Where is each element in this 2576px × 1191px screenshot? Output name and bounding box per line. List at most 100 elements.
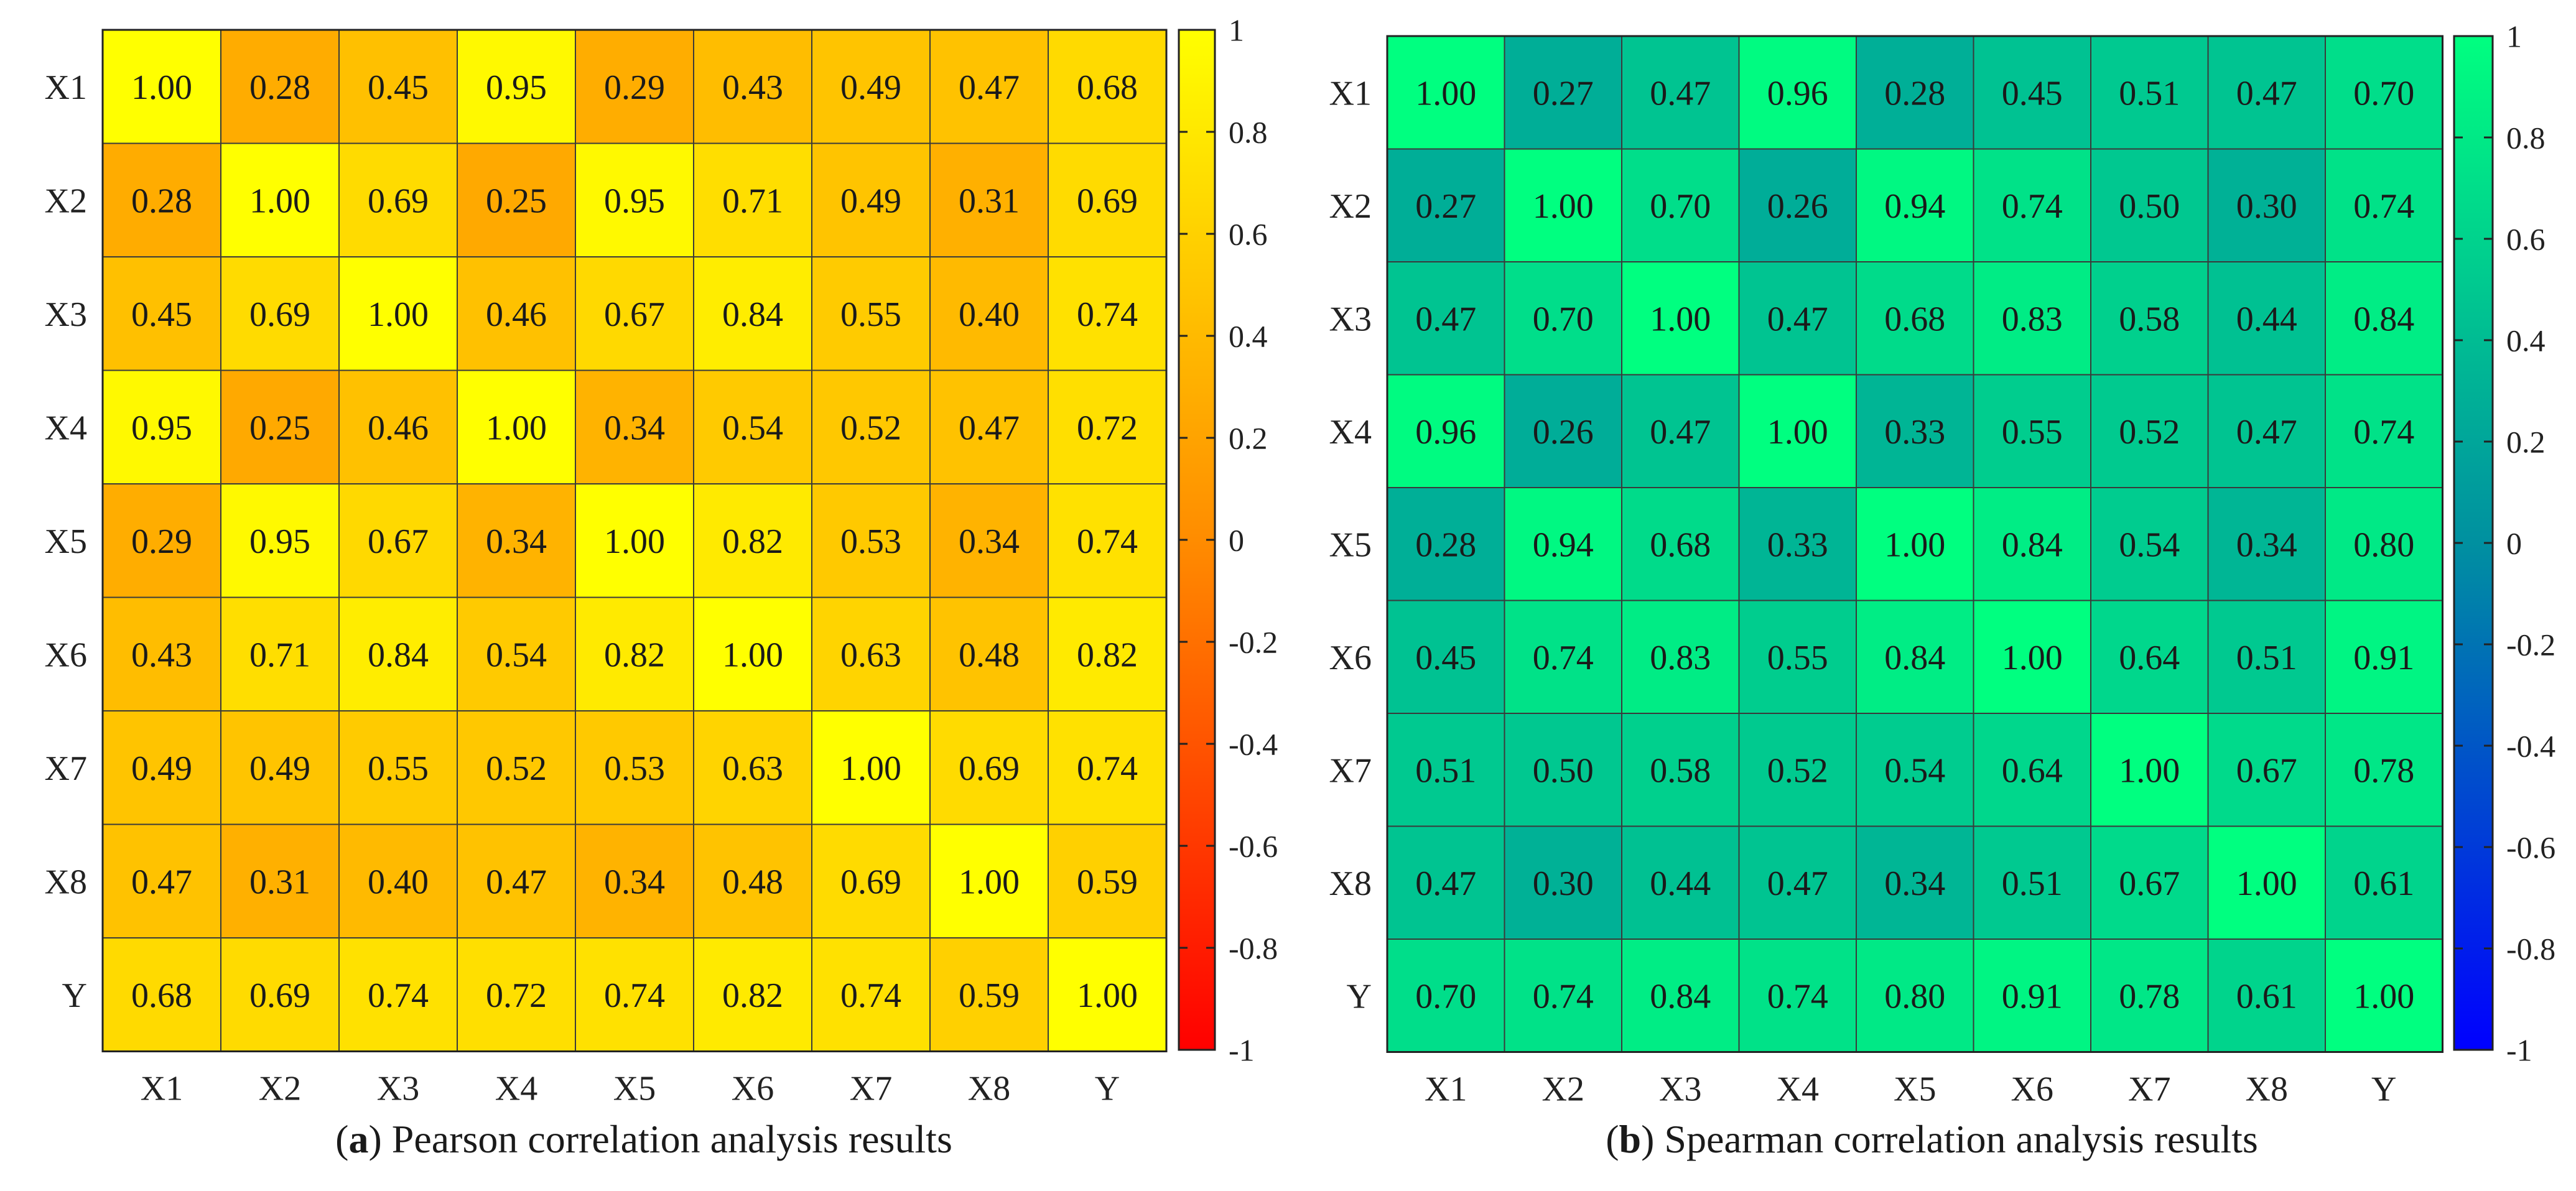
heatmap-cell (457, 142, 576, 257)
row-label: X7 (45, 749, 87, 788)
cell-value-label: 0.47 (486, 863, 547, 901)
cell-value-label: 0.47 (959, 68, 1020, 107)
heatmap-cell (811, 142, 931, 257)
cell-value-label: 0.70 (1533, 300, 1594, 338)
heatmap-cell (457, 823, 576, 938)
cell-value-label: 0.59 (959, 976, 1020, 1015)
heatmap-cell (2207, 374, 2326, 488)
heatmap-cell (1387, 600, 1505, 714)
heatmap-cell (1973, 600, 2091, 714)
colorbar-tick-label: -0.4 (1229, 727, 1278, 762)
heatmap-cell (1973, 374, 2091, 488)
cell-value-label: 0.84 (1884, 639, 1945, 677)
colorbar-tick-label: -0.2 (1229, 625, 1278, 660)
heatmap-cell (1504, 600, 1622, 714)
cell-value-label: 0.96 (1767, 74, 1828, 113)
cell-value-label: 0.71 (722, 182, 783, 220)
heatmap-cell (338, 596, 458, 711)
heatmap-cell (1738, 600, 1857, 714)
cell-value-label: 0.47 (1415, 300, 1476, 338)
cell-value-label: 0.67 (368, 522, 429, 561)
caption-letter: b (1619, 1117, 1642, 1161)
heatmap-cell (1504, 487, 1622, 601)
heatmap-cell (338, 483, 458, 598)
cell-value-label: 0.67 (2236, 751, 2297, 790)
heatmap-cell (929, 596, 1049, 711)
heatmap-cell (575, 823, 694, 938)
heatmap-cell (1856, 374, 1974, 488)
heatmap-cell (102, 937, 221, 1052)
column-label: X7 (2128, 1070, 2170, 1109)
cell-value-label: 0.47 (1415, 864, 1476, 903)
cell-value-label: 0.96 (1415, 413, 1476, 452)
heatmap-cell (338, 710, 458, 825)
cell-value-label: 0.47 (2236, 74, 2297, 113)
cell-value-label: 0.27 (1533, 74, 1594, 113)
column-label: X7 (850, 1070, 892, 1108)
cell-value-label: 0.82 (722, 522, 783, 561)
cell-value-label: 0.47 (131, 863, 192, 901)
heatmap-cell (102, 29, 221, 144)
pearson-caption: (a) Pearson correlation analysis results (335, 1117, 952, 1161)
cell-value-label: 0.46 (368, 409, 429, 447)
cell-value-label: 0.45 (1415, 639, 1476, 677)
colorbar-tick-label: -1 (2506, 1033, 2532, 1068)
cell-value-label: 0.40 (368, 863, 429, 901)
cell-value-label: 0.27 (1415, 187, 1476, 226)
cell-value-label: 0.55 (2002, 413, 2063, 452)
column-label: X1 (1425, 1070, 1467, 1109)
column-label: X6 (2011, 1070, 2053, 1109)
heatmap-cell (1738, 938, 1857, 1053)
cell-value-label: 0.84 (2002, 526, 2063, 564)
heatmap-cell (2207, 600, 2326, 714)
cell-value-label: 0.25 (249, 409, 310, 447)
colorbar-tick-label: 0.2 (2506, 425, 2546, 460)
cell-value-label: 0.74 (840, 976, 901, 1015)
heatmap-cell (457, 256, 576, 371)
column-label: X8 (2246, 1070, 2288, 1109)
colorbar-tick-label: 0.4 (2506, 323, 2546, 358)
row-label: X2 (45, 182, 87, 220)
heatmap-cell (1621, 487, 1740, 601)
cell-value-label: 0.55 (840, 295, 901, 334)
cell-value-label: 0.52 (840, 409, 901, 447)
cell-value-label: 0.47 (1650, 413, 1711, 452)
heatmap-cell (102, 823, 221, 938)
heatmap-cell (1856, 825, 1974, 940)
cell-value-label: 0.95 (131, 409, 192, 447)
cell-value-label: 0.67 (604, 295, 665, 334)
cell-value-label: 1.00 (486, 409, 547, 447)
heatmap-cell (693, 596, 812, 711)
cell-value-label: 0.54 (1884, 751, 1945, 790)
row-label: X6 (45, 636, 87, 674)
heatmap-cell (1738, 374, 1857, 488)
cell-value-label: 0.30 (1533, 864, 1594, 903)
cell-value-label: 0.51 (1415, 751, 1476, 790)
heatmap-cell (220, 937, 340, 1052)
heatmap-cell (575, 142, 694, 257)
heatmap-cell (575, 29, 694, 144)
heatmap-cell (2090, 938, 2209, 1053)
heatmap-cell (1048, 256, 1167, 371)
cell-value-label: 1.00 (131, 68, 192, 107)
column-label: X4 (495, 1070, 537, 1108)
heatmap-cell (220, 596, 340, 711)
cell-value-label: 0.29 (604, 68, 665, 107)
cell-value-label: 0.52 (1767, 751, 1828, 790)
heatmap-cell (102, 596, 221, 711)
heatmap-cell (1856, 600, 1974, 714)
cell-value-label: 0.49 (840, 182, 901, 220)
column-label: X5 (1894, 1070, 1936, 1109)
cell-value-label: 1.00 (840, 749, 901, 788)
cell-value-label: 1.00 (2236, 864, 2297, 903)
cell-value-label: 0.69 (249, 976, 310, 1015)
row-label: X4 (45, 409, 87, 447)
cell-value-label: 1.00 (368, 295, 429, 334)
cell-value-label: 0.74 (604, 976, 665, 1015)
heatmap-cell (2207, 713, 2326, 827)
heatmap-cell (220, 369, 340, 484)
heatmap-cell (811, 483, 931, 598)
cell-value-label: 0.70 (1650, 187, 1711, 226)
heatmap-cell (693, 937, 812, 1052)
cell-value-label: 0.74 (1767, 977, 1828, 1016)
